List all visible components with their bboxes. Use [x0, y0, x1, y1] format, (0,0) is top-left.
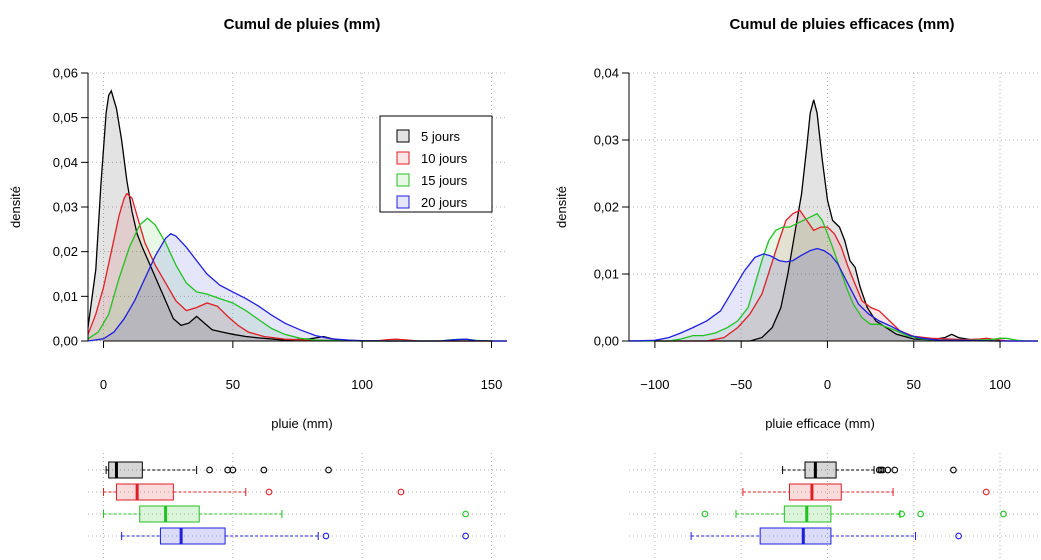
legend-key-20-jours: [396, 195, 410, 209]
boxplot-10-jours: [742, 483, 990, 501]
boxplot-10-jours: [103, 483, 405, 501]
boxplot-outlier: [701, 510, 709, 518]
x-axis-label: pluie efficace (mm): [765, 416, 875, 431]
legend-key-10-jours: [396, 151, 410, 165]
boxplot-20-jours: [121, 527, 469, 545]
boxplot-outlier: [397, 488, 405, 496]
y-tick-label: 0,00: [53, 334, 78, 349]
legend-label-15-jours: 15 jours: [421, 173, 468, 188]
y-tick-label: 0,04: [53, 155, 78, 170]
y-tick-label: 0,01: [594, 267, 619, 282]
y-tick-label: 0,03: [53, 200, 78, 215]
boxplot-outlier: [462, 510, 469, 518]
density-line-5-jours: [629, 99, 1038, 342]
axes: 0,00 0,01 0,02 0,03 0,04 −100 −50 0 50 100: [594, 66, 1011, 393]
y-tick-label: 0,04: [594, 66, 619, 81]
x-tick-label: 0: [100, 377, 107, 392]
y-tick-label: 0,01: [53, 289, 78, 304]
density-area-5-jours: [629, 99, 1038, 341]
density-area-10-jours: [629, 210, 1038, 341]
boxplot-outlier: [898, 510, 906, 518]
density-area-15-jours: [629, 213, 1038, 341]
boxplot-box: [108, 461, 143, 479]
legend: 5 jours 10 jours 15 jours 20 jours: [379, 115, 493, 213]
x-tick-label: 0: [824, 377, 831, 392]
legend-label-20-jours: 20 jours: [421, 195, 468, 210]
density-area-20-jours: [88, 233, 507, 341]
boxplot-20-jours: [690, 527, 962, 545]
boxplots: [103, 461, 469, 545]
boxplot-box: [139, 505, 200, 523]
density-area-15-jours: [88, 218, 507, 341]
boxplot-5-jours: [105, 461, 332, 479]
effective-rainfall-density-panel: Cumul de pluies efficaces (mm) densité p…: [554, 16, 1038, 560]
boxplot-box: [759, 527, 832, 545]
boxplot-outlier: [884, 466, 892, 474]
density-area-10-jours: [88, 193, 507, 341]
x-tick-label: 50: [907, 377, 921, 392]
boxplot-box: [159, 527, 226, 545]
legend-label-5-jours: 5 jours: [421, 129, 461, 144]
y-tick-label: 0,02: [53, 244, 78, 259]
x-axis-label: pluie (mm): [271, 416, 332, 431]
boxplot-15-jours: [103, 505, 469, 523]
boxplot-outlier: [462, 532, 469, 540]
boxplots: [690, 461, 1007, 545]
y-axis-label: densité: [554, 186, 569, 228]
chart-title: Cumul de pluies (mm): [224, 16, 381, 33]
boxplot-outlier: [955, 532, 962, 540]
density-lines: [628, 99, 1038, 342]
boxplot-outlier: [265, 488, 273, 496]
rainfall-density-panel: Cumul de pluies (mm) densité pluie (mm) …: [8, 16, 507, 560]
x-tick-label: 100: [989, 377, 1011, 392]
boxplot-outlier: [950, 466, 957, 474]
density-areas: [88, 90, 507, 342]
x-tick-label: 150: [481, 377, 503, 392]
x-tick-label: −50: [730, 377, 752, 392]
boxplot-box: [115, 483, 174, 501]
chart-title: Cumul de pluies efficaces (mm): [729, 16, 954, 33]
y-tick-label: 0,05: [53, 110, 78, 125]
axes: 0,00 0,01 0,02 0,03 0,04 0,05 0,06 0 50 100 150: [53, 66, 503, 393]
density-line-10-jours: [629, 209, 1038, 342]
density-areas: [629, 99, 1038, 341]
y-axis-label: densité: [8, 186, 23, 228]
y-tick-label: 0,06: [53, 66, 78, 81]
legend-label-10-jours: 10 jours: [421, 151, 468, 166]
boxplot-outlier: [322, 532, 330, 540]
x-tick-label: 50: [226, 377, 240, 392]
density-area-5-jours: [88, 90, 507, 342]
boxplot-15-jours: [701, 505, 1007, 523]
boxplot-outlier: [229, 466, 237, 474]
boxplot-outlier: [1000, 510, 1007, 518]
density-line-5-jours: [87, 89, 507, 342]
boxplot-box: [788, 483, 842, 501]
density-line-20-jours: [628, 247, 1038, 342]
y-tick-label: 0,02: [594, 200, 619, 215]
boxplot-outlier: [260, 466, 268, 474]
boxplot-outlier: [891, 466, 899, 474]
legend-key-15-jours: [396, 173, 410, 187]
x-tick-label: 100: [351, 377, 373, 392]
density-area-20-jours: [629, 248, 1038, 341]
boxplot-outlier: [982, 488, 990, 496]
legend-key-5-jours: [396, 129, 410, 143]
x-tick-label: −100: [640, 377, 669, 392]
boxplot-5-jours: [782, 461, 957, 479]
boxplot-outlier: [917, 510, 924, 518]
y-tick-label: 0,03: [594, 133, 619, 148]
y-tick-label: 0,00: [594, 334, 619, 349]
boxplot-box: [804, 461, 837, 479]
boxplot-outlier: [206, 466, 213, 474]
boxplot-outlier: [325, 466, 332, 474]
